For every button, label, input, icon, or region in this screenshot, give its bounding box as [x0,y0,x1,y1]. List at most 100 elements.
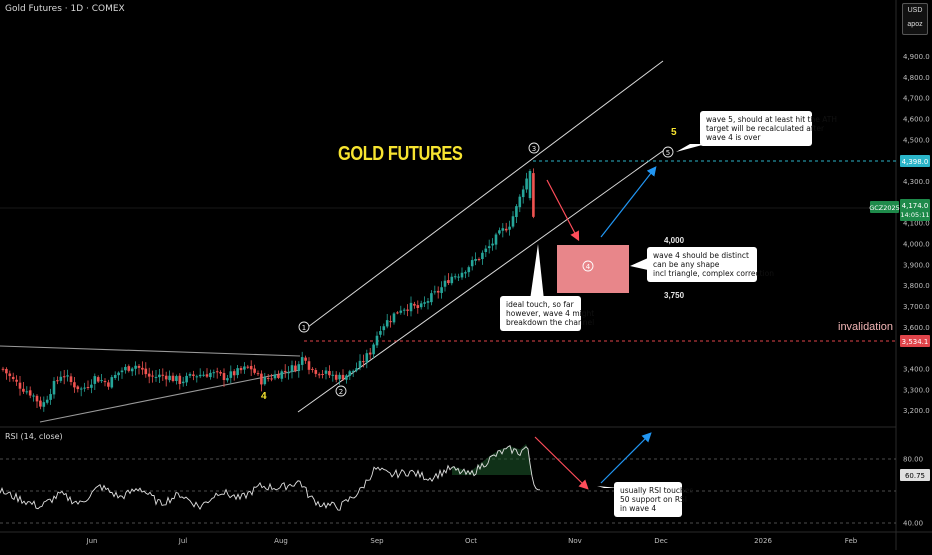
rsi-tick-label: 80.00 [903,456,923,464]
candle [15,375,18,386]
candle [287,366,290,380]
candle [69,373,73,386]
candle [321,370,324,379]
invalidation-label: invalidation [838,321,894,333]
candle [440,281,443,299]
candle [487,239,491,254]
candle [331,370,335,382]
candle [406,304,409,317]
symbol-title[interactable]: Gold Futures · 1D · COMEX [5,4,125,14]
candle [324,367,328,380]
candle [368,347,372,360]
candle [470,256,474,271]
time-tick-label: Dec [654,537,668,545]
wave5-callout-line: wave 5, should at least hit the ATH [706,115,838,124]
candle [311,367,314,373]
rsi-callout-line: in wave 4 [620,504,657,513]
svg-text:2: 2 [339,388,343,396]
candle [209,369,212,380]
candle [297,361,301,378]
candle [222,368,226,387]
candle [467,265,471,277]
candle [277,370,280,380]
candle [518,194,522,213]
svg-text:1: 1 [302,324,306,332]
candle [188,372,192,378]
wave5-up-arrow [600,166,657,238]
price-tick-label: 4,100.0 [903,220,930,228]
candle [457,273,460,282]
candle [528,169,532,201]
time-tick-label: Jun [86,537,98,545]
candle [423,296,426,308]
wave4-callout-line: incl triangle, complex correction [653,269,774,278]
level-3750-label: 3,750 [664,291,685,300]
rsi-indicator-title[interactable]: RSI (14, close) [5,432,63,441]
candle [243,362,246,374]
wave5-callout-line: wave 4 is over [706,133,761,142]
price-tick-label: 4,000.0 [903,240,930,248]
time-tick-label: Oct [465,537,477,545]
price-tick-label: 4,300.0 [903,178,930,186]
candle [304,355,307,364]
touch-callout-pointer [530,244,544,300]
candle [266,373,270,382]
candle [90,379,93,394]
price-tick-label: 4,600.0 [903,115,930,123]
candle [181,376,185,387]
candle [365,349,369,369]
candle [120,367,124,379]
wave4-zone-box [557,245,629,293]
candle [450,273,454,286]
candle [93,373,97,390]
candle [447,273,450,285]
candle [103,378,107,387]
candle [62,369,66,385]
candle [175,374,178,385]
rsi-axis: 80.00 40.00 [903,456,923,528]
touch-callout-line: however, wave 4 might [506,309,595,318]
svg-text:3,534.1: 3,534.1 [902,338,929,346]
rsi-callout: usually RSI touches 50 support on RSI in… [614,482,693,517]
price-tick-label: 3,300.0 [903,386,930,394]
candle [246,364,250,369]
time-axis: Jun Jul Aug Sep Oct Nov Dec 2026 Feb [86,537,858,545]
candle [226,374,229,383]
candle [317,372,321,379]
candle [185,372,188,387]
price-tick-label: 3,200.0 [903,407,930,415]
currency-selector[interactable]: USD apoz [902,3,928,35]
candle [498,227,501,236]
candle [83,382,86,392]
time-tick-label: Jul [178,537,188,545]
candle [501,223,505,238]
candle [229,365,233,384]
candle [164,371,168,387]
candle [413,301,416,309]
last-price-badge: 4,174.0 14:05:11 [900,199,930,221]
candle [484,245,488,258]
wave-markers: 1 2 3 4 5 [298,142,674,397]
channel-lower-line [297,147,668,413]
wave4-label-early: 4 [261,391,267,402]
price-tick-label: 4,500.0 [903,136,930,144]
rsi-callout-line: 50 support on RSI [620,495,688,504]
candle [464,270,467,279]
candle [198,368,202,379]
candle [511,211,515,229]
candle [491,238,494,251]
svg-text:3: 3 [532,145,536,153]
candle [59,371,63,383]
price-tick-label: 3,600.0 [903,324,930,332]
candle [212,369,216,378]
candle [161,368,165,381]
candle [256,370,260,376]
candle [477,257,481,262]
candle [345,374,348,384]
candlestick-series [1,168,535,412]
candle [76,385,80,393]
candle [151,370,154,383]
